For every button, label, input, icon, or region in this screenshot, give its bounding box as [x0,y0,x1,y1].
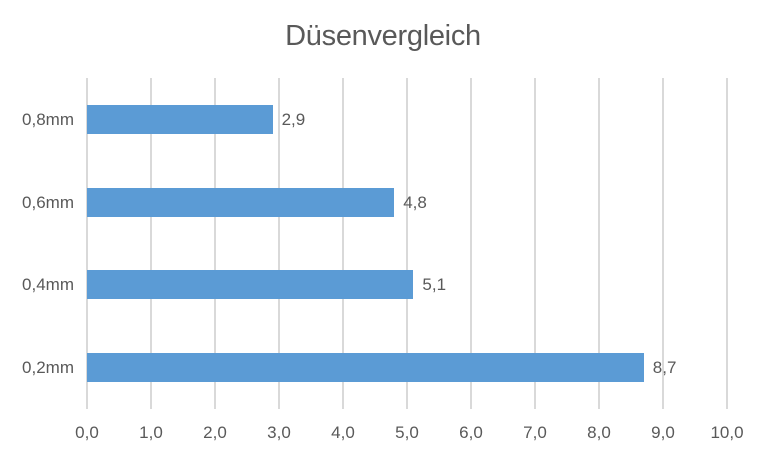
data-value-label: 2,9 [281,109,306,129]
x-axis-tick-label: 6,0 [459,423,483,442]
gridline [150,78,152,409]
x-axis-tick-label: 10,0 [710,423,744,442]
data-bar[interactable] [87,187,395,217]
category-label: 0,4mm [22,275,74,295]
data-bar[interactable] [87,104,273,134]
x-axis-tick-label: 5,0 [395,423,419,442]
data-value-label: 4,8 [403,192,427,212]
gridline [278,78,280,409]
x-axis-tick-label: 9,0 [651,423,675,442]
gridline [214,78,216,409]
data-bar[interactable] [87,270,414,300]
x-axis-tick-label: 1,0 [139,423,163,442]
data-value-label: 8,7 [652,358,677,378]
x-axis-tick-label: 4,0 [331,423,355,442]
category-label: 0,8mm [22,109,74,129]
gridline [86,78,88,409]
category-label: 0,2mm [22,358,74,378]
x-axis-tick-label: 3,0 [267,423,291,442]
gridline [598,78,600,409]
data-bar[interactable] [87,353,644,383]
gridline [470,78,472,409]
gridline [342,78,344,409]
x-axis-tick-label: 8,0 [587,423,611,442]
x-axis-tick-label: 7,0 [523,423,547,442]
gridline [726,78,728,409]
gridline [534,78,536,409]
data-value-label: 5,1 [422,275,447,295]
gridline [662,78,664,409]
x-axis-tick-label: 0,0 [75,423,99,442]
x-axis-tick-label: 2,0 [203,423,227,442]
chart-title: Düsenvergleich [285,20,481,52]
category-label: 0,6mm [22,192,74,212]
gridline [406,78,408,409]
